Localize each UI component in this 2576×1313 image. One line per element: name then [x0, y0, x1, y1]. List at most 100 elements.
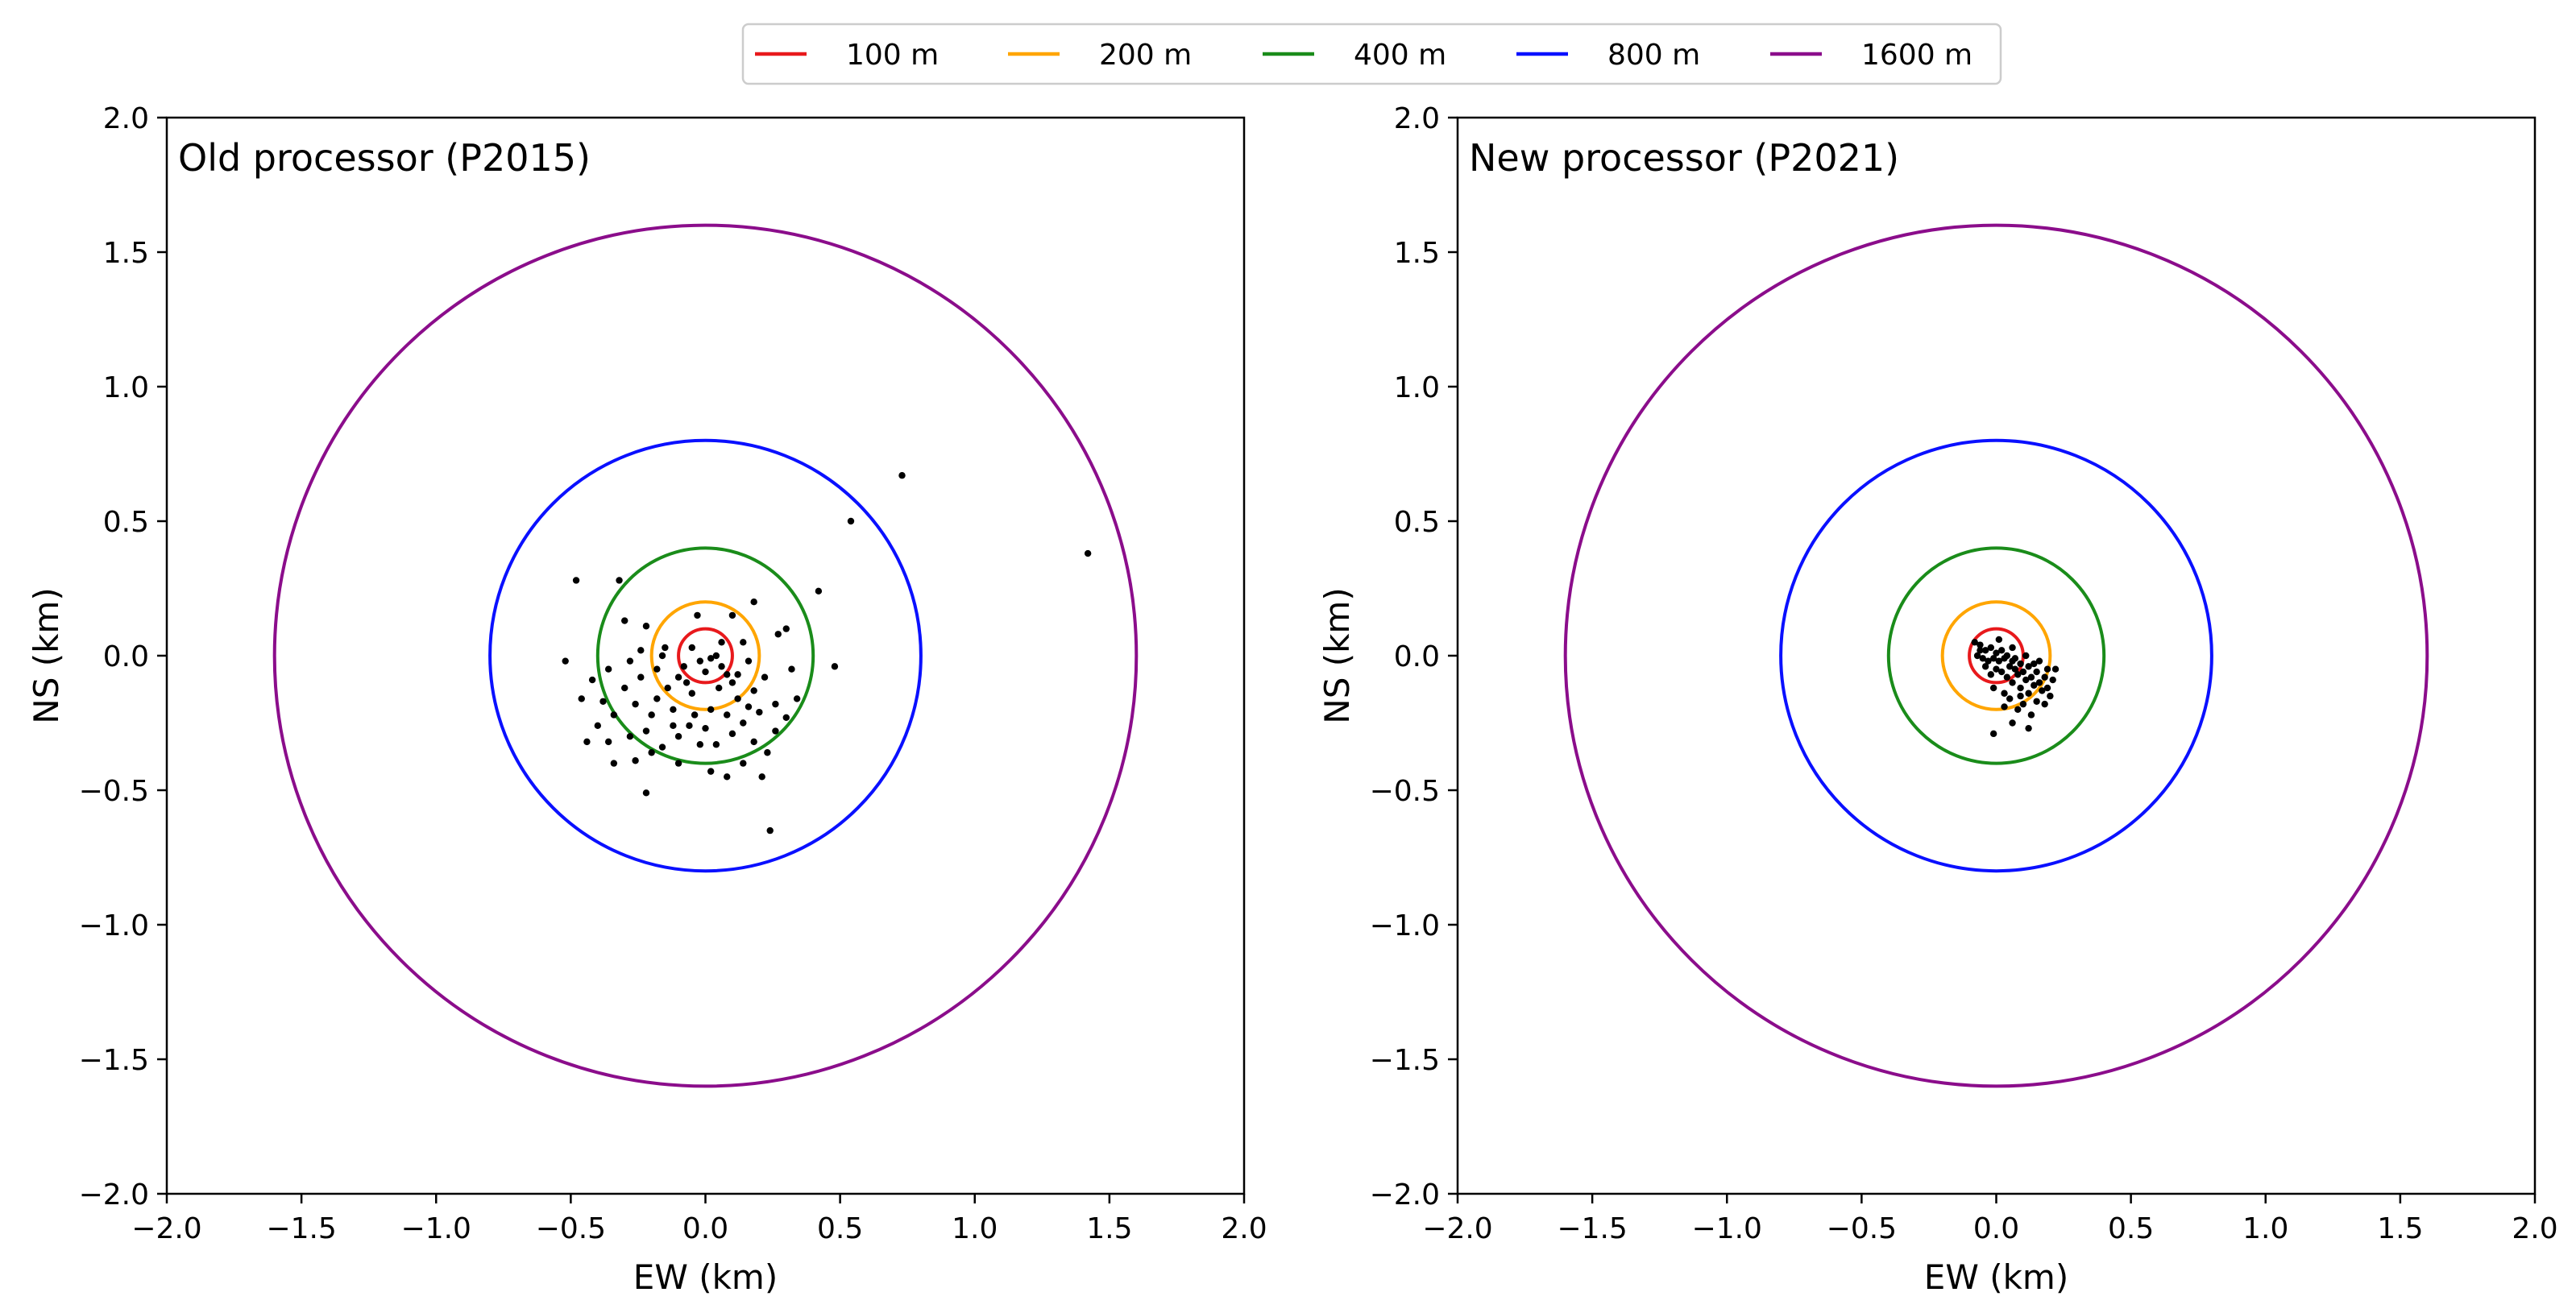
scatter-point — [2017, 660, 2024, 668]
scatter-point — [2001, 690, 2008, 697]
scatter-point — [2043, 684, 2051, 692]
scatter-point — [724, 773, 731, 781]
scatter-point — [610, 711, 618, 719]
x-tick-label: 0.5 — [817, 1212, 863, 1245]
scatter-point — [1987, 671, 1995, 678]
scatter-point — [662, 644, 669, 652]
scatter-point — [1977, 641, 1984, 648]
circle-800m — [1779, 438, 2213, 873]
y-tick-label: 1.5 — [103, 237, 149, 270]
scatter-point — [1985, 657, 1992, 665]
scatter-point — [653, 665, 661, 673]
scatter-point — [2011, 655, 2019, 662]
scatter-point — [583, 738, 591, 746]
y-tick-label: −1.5 — [79, 1044, 149, 1077]
scatter-point — [637, 673, 645, 681]
scatter-point — [2047, 692, 2054, 700]
y-tick-label: 2.0 — [1394, 102, 1440, 135]
y-tick-label: 0.0 — [103, 640, 149, 673]
x-tick-label: −2.0 — [131, 1212, 201, 1245]
scatter-point — [670, 722, 677, 730]
scatter-point — [674, 760, 682, 767]
x-tick-label: 0.5 — [2108, 1212, 2154, 1245]
scatter-point — [716, 684, 723, 692]
scatter-point — [648, 711, 655, 719]
scatter-point — [1995, 657, 2003, 665]
y-tick-label: −0.5 — [1370, 775, 1440, 808]
scatter-point — [2003, 652, 2011, 660]
scatter-point — [2035, 679, 2043, 686]
scatter-point — [1971, 639, 1978, 646]
scatter-point — [750, 599, 757, 606]
y-tick-label: −1.0 — [1370, 909, 1440, 942]
y-tick-label: −0.5 — [79, 775, 149, 808]
scatter-point — [2014, 706, 2022, 713]
scatter-point — [2049, 676, 2056, 684]
scatter-point — [1997, 647, 2006, 654]
y-axis-label: NS (km) — [1317, 587, 1357, 723]
scatter-point — [1989, 655, 1997, 662]
scatter-point — [2009, 644, 2016, 652]
scatter-point — [788, 665, 795, 673]
circle-200m — [649, 600, 761, 711]
scatter-point — [2033, 698, 2040, 705]
scatter-point — [740, 719, 747, 727]
x-tick-label: −1.0 — [401, 1212, 471, 1245]
y-tick-label: 1.5 — [1394, 237, 1440, 270]
x-tick-label: 1.0 — [2242, 1212, 2288, 1245]
scatter-point — [674, 673, 682, 681]
scatter-point — [815, 587, 823, 595]
scatter-point — [670, 706, 677, 713]
legend-label: 400 m — [1354, 39, 1446, 72]
scatter-point — [774, 631, 782, 638]
scatter-point — [898, 472, 906, 479]
x-tick-label: −0.5 — [1827, 1212, 1897, 1245]
scatter-point — [653, 695, 661, 702]
scatter-point — [734, 695, 741, 702]
scatter-point — [2003, 673, 2011, 681]
scatter-point — [2011, 665, 2019, 673]
y-tick-label: 0.0 — [1394, 640, 1440, 673]
scatter-point — [1981, 647, 1989, 654]
scatter-point — [702, 668, 709, 676]
scatter-point — [831, 663, 839, 670]
scatter-point — [2027, 711, 2035, 719]
scatter-point — [782, 625, 790, 632]
scatter-point — [2022, 652, 2030, 660]
y-tick-label: −1.5 — [1370, 1044, 1440, 1077]
x-tick-label: 1.5 — [2377, 1212, 2423, 1245]
scatter-point — [2025, 690, 2032, 697]
scatter-point — [616, 577, 623, 584]
x-tick-label: 1.0 — [952, 1212, 998, 1245]
scatter-point — [562, 657, 569, 665]
scatter-point — [2031, 681, 2038, 689]
scatter-point — [761, 673, 769, 681]
scatter-point — [688, 690, 695, 697]
scatter-point — [712, 741, 720, 748]
scatter-point — [680, 663, 687, 670]
y-tick-label: 1.0 — [103, 371, 149, 404]
scatter-point — [750, 687, 757, 694]
legend-label: 200 m — [1099, 39, 1192, 72]
circle-400m — [1886, 546, 2106, 765]
scatter-point — [707, 768, 715, 775]
x-axis-label: EW (km) — [633, 1257, 778, 1297]
legend: 100 m 200 m 400 m 800 m 1600 m — [741, 23, 2002, 85]
legend-box — [741, 23, 2002, 85]
x-tick-label: −0.5 — [536, 1212, 606, 1245]
scatter-point — [658, 743, 666, 751]
scatter-point — [728, 679, 736, 686]
y-axis-label: NS (km) — [27, 587, 66, 723]
scatter-point — [1084, 549, 1092, 557]
scatter-point — [734, 671, 741, 678]
y-tick-label: 1.0 — [1394, 371, 1440, 404]
scatter-point — [696, 657, 704, 665]
scatter-point — [2025, 663, 2032, 670]
scatter-point — [750, 738, 757, 746]
scatter-point — [674, 733, 682, 740]
scatter-point — [1973, 652, 1981, 660]
scatter-point — [637, 647, 645, 654]
scatter-point — [642, 789, 650, 797]
scatter-point — [686, 722, 693, 730]
scatter-point — [1989, 684, 1997, 692]
